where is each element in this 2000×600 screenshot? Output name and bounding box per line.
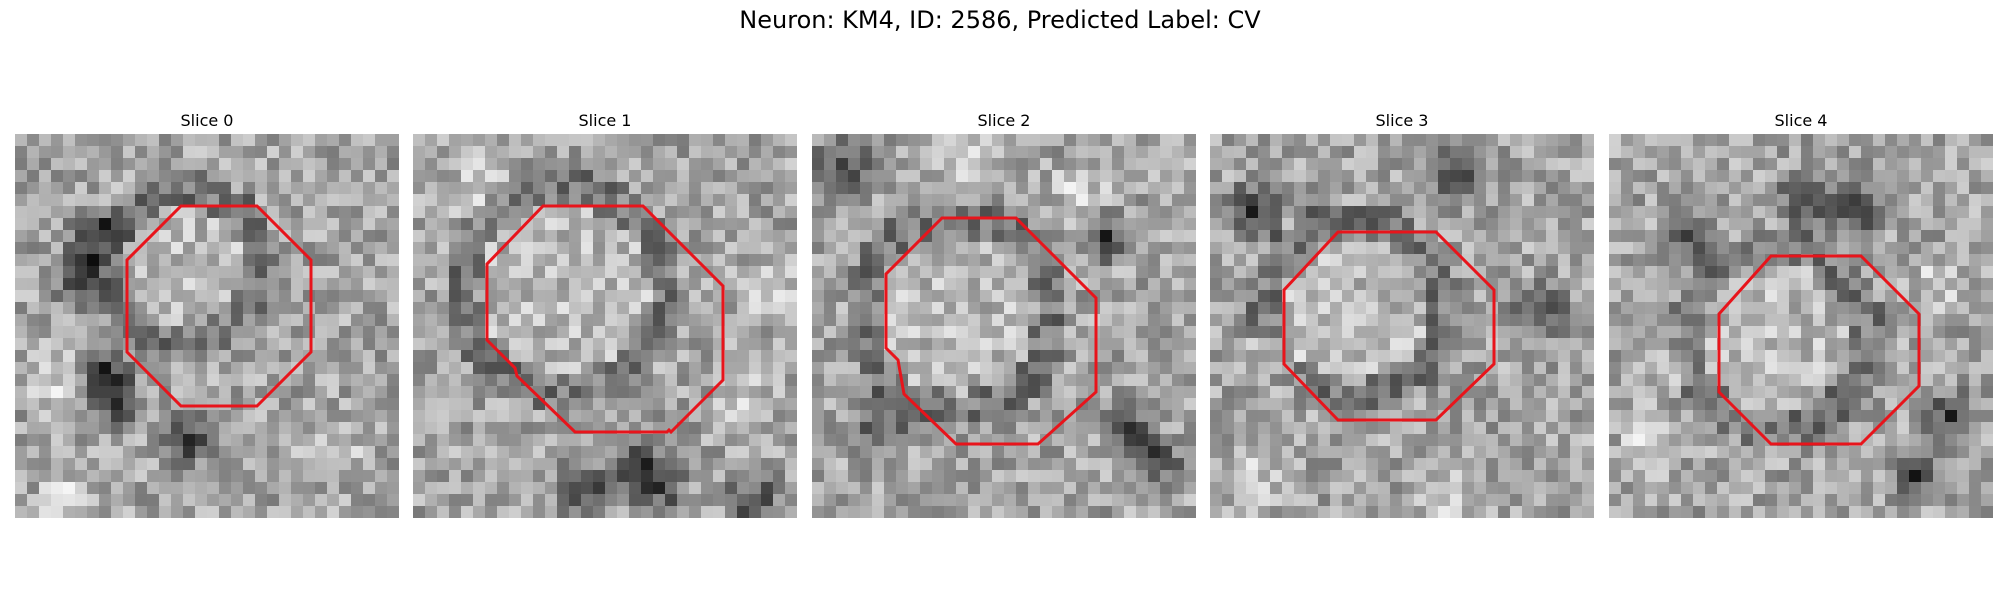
slice-panel-1: Slice 1 [413, 108, 797, 518]
microscopy-image [812, 134, 1196, 518]
slice-image-frame [413, 134, 797, 518]
roi-contour-overlay [1282, 230, 1496, 422]
slice-panel-0: Slice 0 [15, 108, 399, 518]
roi-contour-overlay [884, 216, 1098, 446]
slice-image-frame [1609, 134, 1993, 518]
slice-title: Slice 1 [578, 111, 632, 130]
roi-contour-overlay [125, 204, 313, 408]
roi-contour [1282, 230, 1496, 422]
roi-contour-overlay [485, 204, 725, 435]
roi-contour [884, 216, 1098, 446]
roi-contour-overlay [1717, 254, 1921, 446]
figure-title: Neuron: KM4, ID: 2586, Predicted Label: … [739, 6, 1261, 34]
slice-panel-4: Slice 4 [1609, 108, 1993, 518]
roi-contour [1717, 254, 1921, 446]
slice-title: Slice 4 [1774, 111, 1828, 130]
roi-contour [485, 204, 725, 435]
slice-image-frame [812, 134, 1196, 518]
slice-image-frame [1210, 134, 1594, 518]
microscopy-image [1210, 134, 1594, 518]
slice-title: Slice 0 [180, 111, 234, 130]
microscopy-image [15, 134, 399, 518]
slice-title: Slice 2 [977, 111, 1031, 130]
slice-image-frame [15, 134, 399, 518]
microscopy-image [413, 134, 797, 518]
slice-panel-2: Slice 2 [812, 108, 1196, 518]
microscopy-image [1609, 134, 1993, 518]
slice-panel-3: Slice 3 [1210, 108, 1594, 518]
roi-contour [125, 204, 313, 408]
slice-title: Slice 3 [1375, 111, 1429, 130]
